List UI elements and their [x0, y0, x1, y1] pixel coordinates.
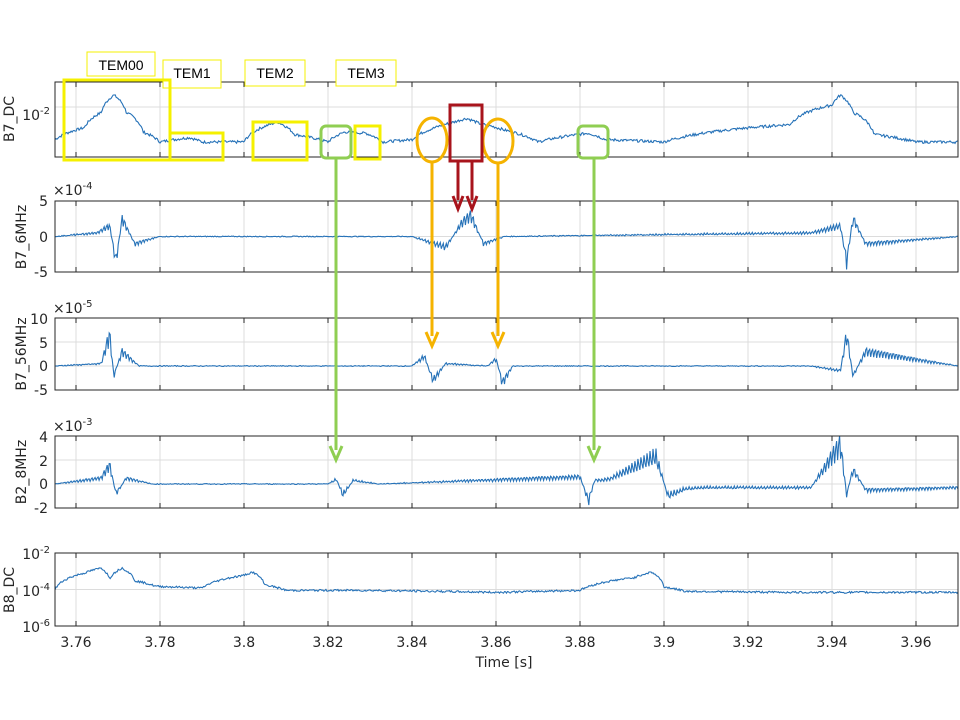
x-tick-label: 3.84	[396, 635, 427, 651]
x-tick-labels: 3.76 3.78 3.8 3.82 3.84 3.86 3.88 3.9 3.92 3.94 3.…	[60, 635, 931, 651]
axes-frame	[54, 435, 959, 509]
x-tick-label: 3.96	[900, 635, 931, 651]
series-line-b7-dc	[54, 94, 959, 145]
tem3-highlight-box	[353, 124, 382, 161]
ytick-b2-8mhz-m2: -2	[34, 501, 48, 517]
series-line-b7-56mhz	[54, 331, 959, 385]
ytick-b7-6mhz-5: 5	[39, 194, 48, 210]
darkred-arrow-2	[465, 161, 479, 214]
ytick-b7dc-1e-2: 10-2	[22, 106, 50, 124]
tem1-label-box	[162, 59, 222, 89]
multiplier-b7-56mhz: ×10-5	[53, 299, 93, 317]
x-tick-label: 3.9	[653, 635, 675, 651]
tem2-label-box	[244, 59, 306, 87]
x-tick-label: 3.78	[144, 635, 175, 651]
darkred-box	[448, 103, 484, 163]
green-arrow-2	[586, 158, 602, 464]
ytick-b8dc-1e-2: 10-2	[22, 545, 50, 563]
green-box-2	[576, 124, 610, 160]
tem00-label-box	[86, 51, 156, 77]
tem2-highlight-box	[251, 120, 309, 162]
orange-arrow-2	[490, 163, 506, 350]
panel-b8-dc	[54, 552, 959, 627]
x-tick-label: 3.82	[312, 635, 343, 651]
multiplier-b2-8mhz: ×10-3	[53, 417, 93, 435]
x-tick-label: 3.92	[732, 635, 763, 651]
tem3-label-box	[335, 59, 397, 87]
x-tick-label: 3.94	[816, 635, 847, 651]
panels	[54, 81, 959, 627]
green-arrow-1	[328, 158, 344, 464]
ylabel-b7-6mhz: B7_6MHz	[14, 205, 30, 269]
series-line-b8-dc	[54, 566, 959, 595]
ytick-b7-56mhz-m5: -5	[34, 383, 48, 399]
darkred-arrow-1	[451, 161, 465, 214]
ylabel-b7-56mhz: B7_56MHz	[14, 317, 30, 390]
ytick-b7-6mhz-0: 0	[39, 230, 48, 246]
panel-b2-8mhz	[54, 435, 959, 509]
tem2-label: TEM2	[256, 65, 294, 81]
axes-frame	[54, 81, 959, 158]
axes-frame	[54, 317, 959, 391]
x-axis-label: Time [s]	[475, 655, 533, 671]
ytick-b8dc-1e-6: 10-6	[22, 618, 50, 636]
panel-b7-6mhz	[54, 200, 959, 273]
ylabel-b8-dc: B8_DC	[2, 567, 18, 613]
panel-b7-56mhz	[54, 317, 959, 391]
orange-ellipse-1	[415, 116, 449, 164]
ytick-b7-56mhz-10: 10	[30, 312, 48, 328]
ytick-b2-8mhz-4: 4	[39, 430, 48, 446]
orange-ellipse-2	[481, 117, 515, 165]
tem00-label: TEM00	[98, 57, 143, 73]
x-tick-label: 3.76	[60, 635, 91, 651]
panel-b7-dc	[54, 81, 959, 158]
orange-arrow-1	[424, 162, 440, 350]
ylabel-b2-8mhz: B2_8MHz	[14, 440, 30, 504]
ytick-b8dc-1e-4: 10-4	[22, 582, 50, 600]
annotations: TEM00 TEM1 TEM2 TEM3	[62, 51, 610, 464]
x-tick-label: 3.86	[480, 635, 511, 651]
green-box-1	[319, 124, 353, 160]
ytick-b7-56mhz-0: 0	[39, 359, 48, 375]
x-tick-label: 3.88	[564, 635, 595, 651]
ylabel-b7-dc: B7_DC	[2, 96, 18, 142]
tem00-highlight-box	[62, 78, 172, 162]
series-line-b7-6mhz	[54, 210, 959, 270]
ytick-b2-8mhz-0: 0	[39, 477, 48, 493]
tem3-label: TEM3	[347, 65, 385, 81]
axes-frame	[54, 552, 959, 627]
x-tick-label: 3.8	[233, 635, 255, 651]
ytick-b7-56mhz-5: 5	[39, 336, 48, 352]
tem1-highlight-box	[168, 131, 225, 162]
tem1-label: TEM1	[173, 65, 211, 81]
axes-frame	[54, 200, 959, 273]
ytick-b7-6mhz-m5: -5	[34, 265, 48, 281]
ytick-b2-8mhz-2: 2	[39, 454, 48, 470]
series-line-b2-8mhz	[54, 435, 959, 506]
multiplier-b7-6mhz: ×10-4	[53, 181, 93, 199]
